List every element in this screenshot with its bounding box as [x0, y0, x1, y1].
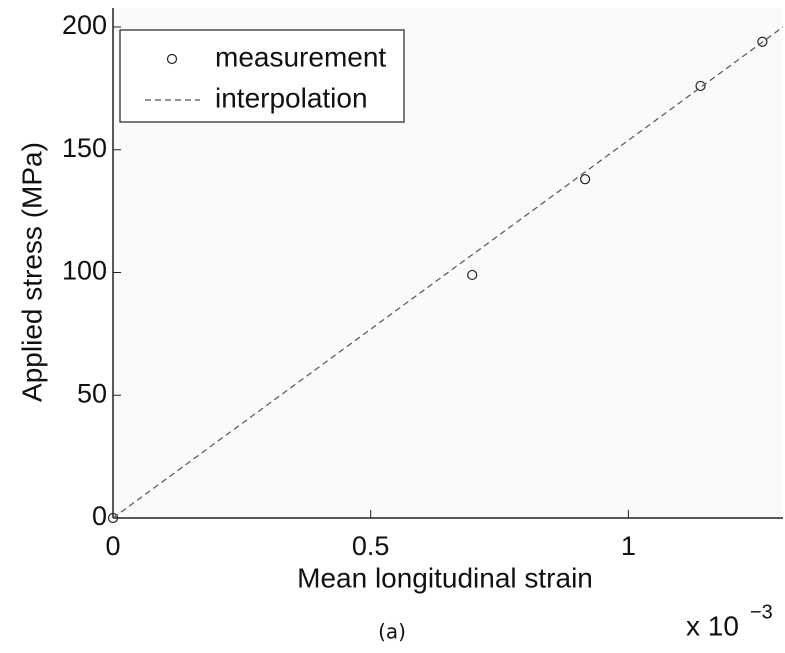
y-tick-label: 100: [62, 256, 107, 286]
legend-box: [119, 29, 405, 123]
x-multiplier: x 10: [686, 610, 739, 641]
x-tick-label: 1: [621, 531, 636, 561]
data-point: [695, 80, 706, 92]
x-multiplier-exponent: −3: [750, 601, 773, 623]
x-tick-label: 0: [105, 531, 120, 561]
data-point: [107, 512, 119, 524]
interpolation-line: [112, 26, 784, 519]
y-tick-label: 50: [77, 378, 107, 408]
data-point: [579, 174, 591, 185]
y-axis-label: Applied stress (MPa): [16, 142, 47, 402]
caption: (a): [378, 620, 406, 644]
y-tick-label: 200: [62, 10, 107, 40]
x-tick-label: 0.5: [352, 531, 390, 561]
legend-label: measurement: [215, 41, 386, 72]
y-tick-label: 0: [92, 501, 107, 531]
legend-label: interpolation: [215, 82, 368, 113]
data-point: [757, 36, 768, 47]
y-tick-label: 150: [62, 133, 107, 163]
legend-marker: [166, 53, 178, 65]
data-point: [467, 269, 478, 281]
x-axis-label: Mean longitudinal strain: [297, 562, 593, 593]
